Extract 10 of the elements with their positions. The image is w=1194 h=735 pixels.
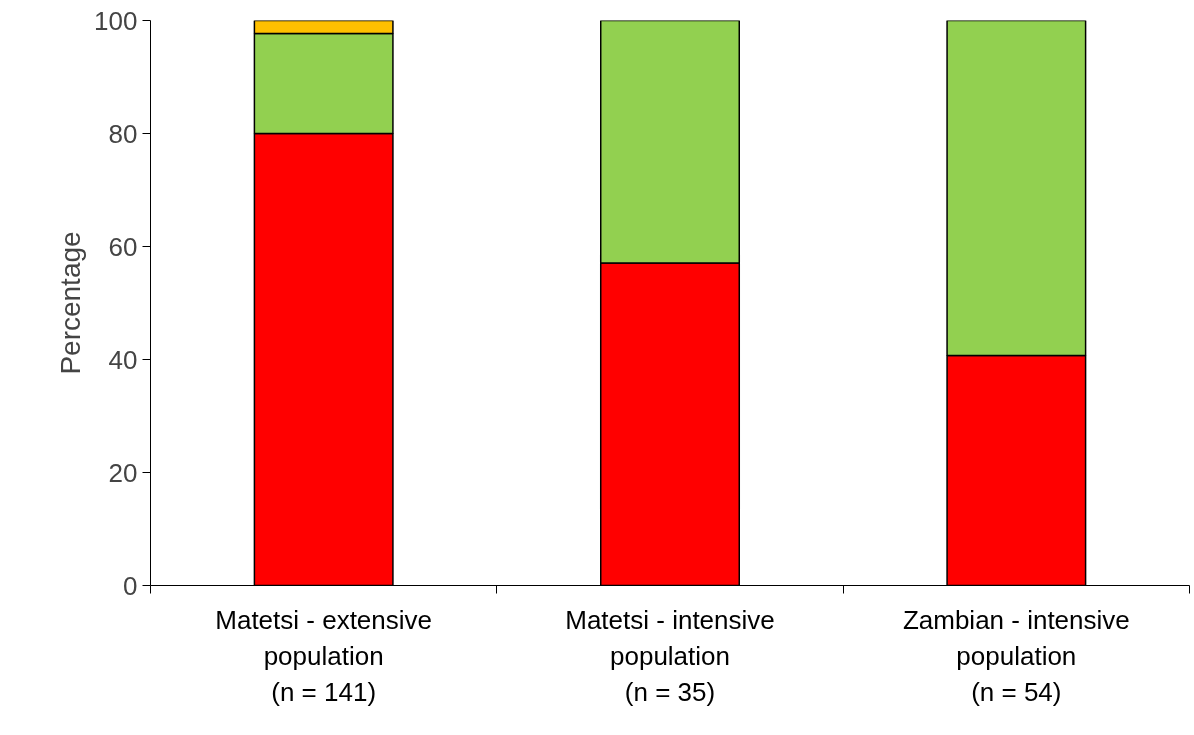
y-axis-title: Percentage <box>55 231 87 375</box>
x-tick-label: Matetsi - intensive population (n = 35) <box>565 604 775 707</box>
y-tick-label: 40 <box>108 344 138 375</box>
y-tick-label: 0 <box>123 570 138 601</box>
y-tick-label: 60 <box>108 231 138 262</box>
y-tick-label: 100 <box>94 5 138 36</box>
x-tick-label: Zambian - intensive population (n = 54) <box>902 604 1130 707</box>
x-tick-label: Matetsi - extensive population (n = 141) <box>215 604 433 707</box>
y-tick-label: 20 <box>108 457 138 488</box>
y-tick-label: 80 <box>108 118 138 149</box>
